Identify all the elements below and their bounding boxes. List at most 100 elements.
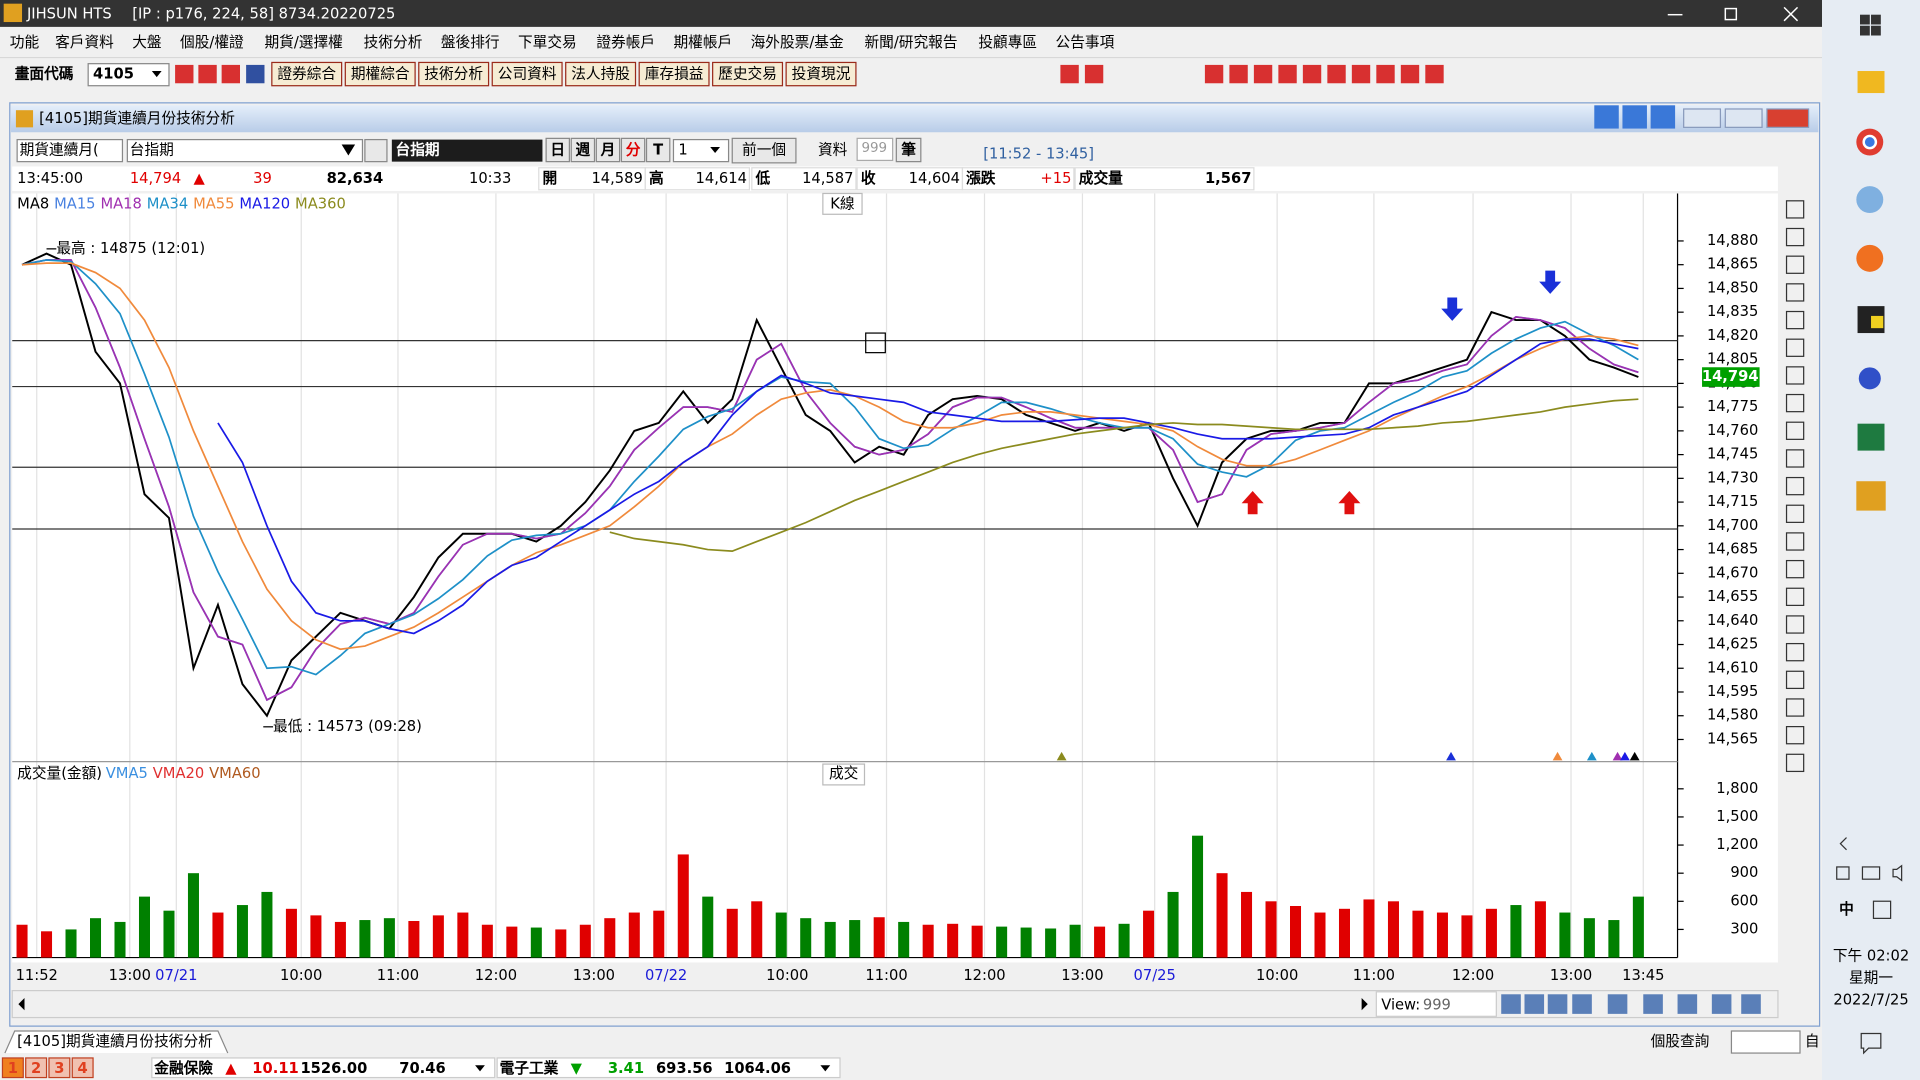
- menu-item[interactable]: 期權帳戶: [673, 34, 732, 51]
- toolbar-button[interactable]: [565, 61, 637, 87]
- y-tick-label: 14,820: [1707, 327, 1758, 344]
- menu-item[interactable]: 公告事項: [1056, 34, 1115, 51]
- last-price-label: 14,794: [1702, 368, 1759, 385]
- page-button[interactable]: [1, 1057, 24, 1079]
- toolbar-button[interactable]: [785, 61, 857, 87]
- toolbar-button[interactable]: [344, 61, 416, 87]
- menu-item[interactable]: 期貨/選擇權: [264, 34, 343, 51]
- volume-bar: [726, 908, 738, 958]
- page-button[interactable]: [71, 1057, 94, 1079]
- menu-item[interactable]: 證券帳戶: [596, 34, 655, 51]
- count-input[interactable]: [856, 137, 894, 162]
- toolbar-button[interactable]: [491, 61, 563, 87]
- toolbar-button-label: 期權綜合: [351, 66, 410, 83]
- tool-icon[interactable]: [1785, 615, 1805, 634]
- menu-item[interactable]: 投顧專區: [978, 34, 1037, 51]
- period-label: T: [653, 142, 663, 159]
- view-tools[interactable]: [1501, 994, 1761, 1014]
- tool-icon[interactable]: [1785, 338, 1805, 357]
- tool-icon[interactable]: [1785, 393, 1805, 413]
- taskbar: [1822, 0, 1920, 1080]
- y-tick-label: 300: [1730, 920, 1758, 937]
- toolbar-button[interactable]: [271, 61, 343, 87]
- count-unit-button[interactable]: [895, 137, 922, 163]
- taskbar-icons[interactable]: [1856, 14, 1886, 511]
- panel-controls[interactable]: [1594, 105, 1810, 129]
- high-label: 最高 : 14875 (12:01): [56, 240, 205, 257]
- info-field-label: 收: [861, 169, 876, 187]
- period-button[interactable]: [595, 137, 621, 163]
- period-button[interactable]: [545, 137, 570, 163]
- window-controls[interactable]: [1667, 6, 1799, 22]
- tool-icon[interactable]: [1785, 753, 1805, 773]
- page-button[interactable]: [25, 1057, 48, 1079]
- legend-item: MA55: [193, 195, 234, 212]
- view-label: View:: [1381, 996, 1420, 1013]
- interval-select[interactable]: [672, 138, 730, 163]
- prev-button[interactable]: [731, 137, 797, 164]
- toolbar-button[interactable]: [638, 61, 710, 87]
- tool-icon[interactable]: [1785, 559, 1805, 579]
- volume-panel-label: 成交: [829, 764, 859, 782]
- tool-icon[interactable]: [1785, 587, 1805, 606]
- product-type-select[interactable]: [16, 138, 124, 163]
- menu-item[interactable]: 技術分析: [364, 34, 423, 51]
- code-input[interactable]: [87, 63, 170, 87]
- tool-icon[interactable]: [1785, 283, 1805, 302]
- x-tick-label: 13:00: [1550, 967, 1592, 984]
- tool-icon[interactable]: [1785, 449, 1805, 468]
- menu-item[interactable]: 新聞/研究報告: [864, 34, 957, 51]
- menu-item[interactable]: 海外股票/基金: [751, 34, 844, 51]
- tool-icon[interactable]: [1785, 421, 1805, 440]
- tool-icon[interactable]: [1785, 476, 1805, 496]
- chart-area: [12, 193, 1778, 963]
- period-button[interactable]: [645, 137, 671, 163]
- code-label: 畫面代碼: [15, 65, 74, 83]
- info-fields: 開 14,589 高 14,614 低 14,587 收 14,604 漲跌 +15 成交量 1,56…: [538, 167, 1255, 191]
- tool-icon[interactable]: [1785, 642, 1805, 662]
- menu-item[interactable]: 盤後排行: [441, 34, 500, 51]
- y-tick-label: 14,580: [1707, 707, 1758, 724]
- toolbar-button[interactable]: [712, 61, 784, 87]
- tool-icon[interactable]: [1785, 366, 1805, 385]
- menu-item[interactable]: 下單交易: [518, 33, 577, 51]
- search-button[interactable]: [364, 138, 388, 163]
- info-field-label: 開: [542, 170, 557, 187]
- tool-icon[interactable]: [1785, 726, 1805, 745]
- tool-icon[interactable]: [1785, 504, 1805, 523]
- y-tick-label: 14,730: [1707, 469, 1758, 486]
- menu-item[interactable]: 功能: [10, 34, 40, 51]
- menu-item[interactable]: 個股/權證: [180, 34, 244, 51]
- tool-icon[interactable]: [1785, 255, 1805, 274]
- x-tick-label: 07/22: [645, 967, 687, 984]
- period-button[interactable]: [570, 137, 596, 163]
- low-label: 最低 : 14573 (09:28): [273, 718, 422, 735]
- y-tick-label: 14,865: [1707, 256, 1758, 273]
- tab[interactable]: [4, 1030, 229, 1054]
- product-select[interactable]: [126, 138, 364, 163]
- legend-item: MA8: [17, 195, 49, 212]
- quote-dropdown[interactable]: [820, 1065, 831, 1072]
- quote-dropdown[interactable]: [475, 1065, 485, 1072]
- legend-item: VMA20: [153, 765, 204, 782]
- page-button[interactable]: [48, 1057, 71, 1079]
- toolbar-button[interactable]: [418, 61, 490, 87]
- tool-icon[interactable]: [1785, 227, 1805, 247]
- tool-icon[interactable]: [1785, 310, 1805, 330]
- volume-bar: [898, 921, 910, 958]
- tool-icon[interactable]: [1785, 532, 1805, 551]
- tray-icons[interactable]: [1836, 837, 1903, 1055]
- query-input[interactable]: [1730, 1030, 1801, 1054]
- menu-item[interactable]: 大盤: [132, 34, 162, 51]
- tool-icon[interactable]: [1785, 200, 1805, 219]
- x-tick-label: 12:00: [1452, 967, 1494, 984]
- tool-icon[interactable]: [1785, 670, 1805, 690]
- period-button[interactable]: [620, 137, 646, 163]
- y-tick-label: 14,850: [1707, 279, 1758, 296]
- volume-bar: [677, 854, 689, 958]
- quote-name: 電子工業: [500, 1059, 559, 1077]
- tool-icon[interactable]: [1785, 698, 1805, 717]
- menu-item[interactable]: 客戶資料: [55, 34, 114, 51]
- quote-index: 693.56: [656, 1060, 713, 1077]
